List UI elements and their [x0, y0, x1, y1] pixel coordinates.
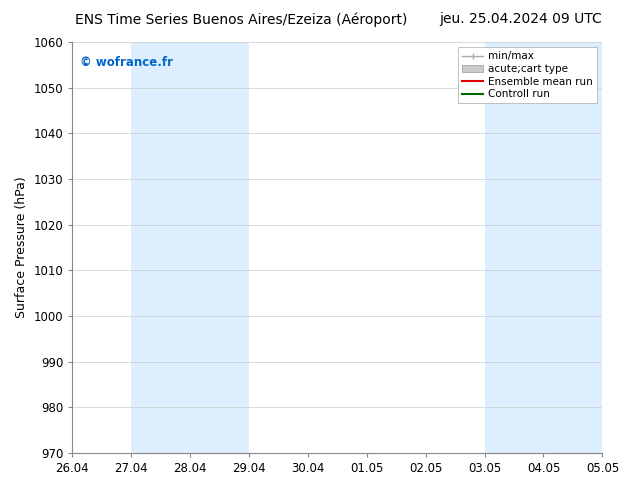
Text: © wofrance.fr: © wofrance.fr [81, 56, 173, 70]
Text: ENS Time Series Buenos Aires/Ezeiza (Aéroport): ENS Time Series Buenos Aires/Ezeiza (Aér… [75, 12, 407, 27]
Bar [484, 42, 602, 453]
Text: jeu. 25.04.2024 09 UTC: jeu. 25.04.2024 09 UTC [439, 12, 602, 26]
Legend: min/max, acute;cart type, Ensemble mean run, Controll run: min/max, acute;cart type, Ensemble mean … [458, 47, 597, 103]
Y-axis label: Surface Pressure (hPa): Surface Pressure (hPa) [15, 176, 28, 318]
Bar [131, 42, 249, 453]
